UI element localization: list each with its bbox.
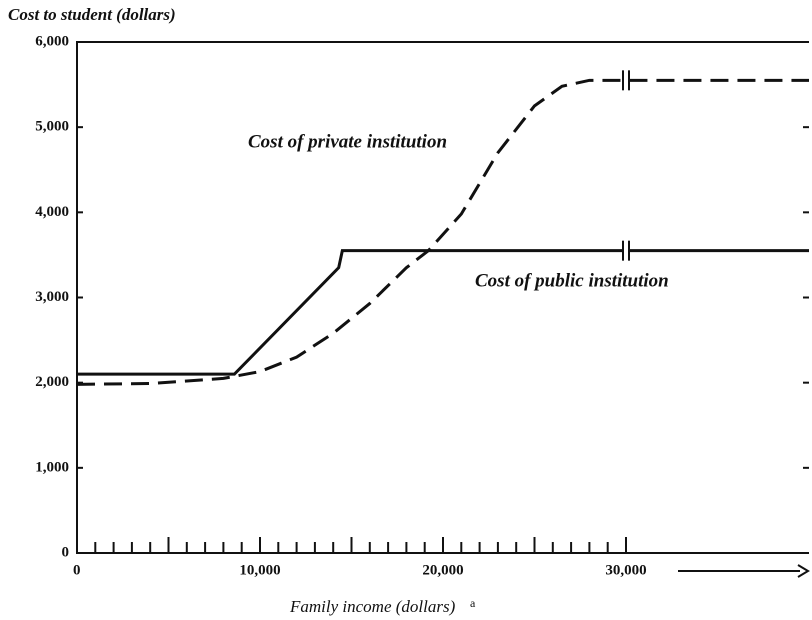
y-axis-title: Cost to student (dollars) bbox=[8, 5, 176, 24]
y-tick-label: 6,000 bbox=[35, 33, 69, 49]
axis-break bbox=[623, 245, 629, 256]
y-tick-label: 0 bbox=[62, 544, 70, 560]
x-tick-label: 20,000 bbox=[422, 562, 463, 578]
y-tick-label: 4,000 bbox=[35, 204, 69, 220]
series-line bbox=[77, 249, 809, 376]
y-tick-label: 3,000 bbox=[35, 289, 69, 305]
legend-label: Cost of public institution bbox=[475, 270, 669, 291]
x-tick-label: 10,000 bbox=[239, 562, 280, 578]
series-line bbox=[76, 78, 809, 386]
y-tick-label: 1,000 bbox=[35, 459, 69, 475]
y-tick-label: 5,000 bbox=[35, 119, 69, 135]
x-tick-label: 0 bbox=[73, 562, 81, 578]
axis-break bbox=[623, 75, 629, 86]
x-axis-note: a bbox=[470, 596, 476, 610]
arrow-head bbox=[797, 564, 810, 578]
x-axis-title: Family income (dollars) bbox=[289, 597, 456, 616]
y-tick-label: 2,000 bbox=[35, 374, 69, 390]
axis-frame bbox=[76, 41, 809, 554]
legend-label: Cost of private institution bbox=[248, 131, 447, 152]
x-tick-label: 30,000 bbox=[605, 562, 646, 578]
